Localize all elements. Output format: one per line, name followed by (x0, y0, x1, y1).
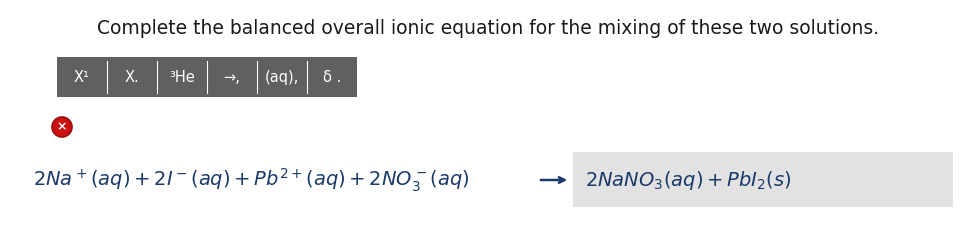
Text: $\mathit{2Na^+(aq)+2I^-(aq)+Pb^{2+}(aq)+2NO_3^-(aq)}$: $\mathit{2Na^+(aq)+2I^-(aq)+Pb^{2+}(aq)+… (33, 166, 470, 194)
Text: Complete the balanced overall ionic equation for the mixing of these two solutio: Complete the balanced overall ionic equa… (97, 19, 879, 38)
Text: ×: × (57, 120, 67, 133)
Text: X.: X. (125, 69, 140, 85)
Text: ³He: ³He (169, 69, 194, 85)
Text: $\mathit{2NaNO_3(aq)+PbI_2(s)}$: $\mathit{2NaNO_3(aq)+PbI_2(s)}$ (585, 169, 791, 191)
Circle shape (52, 117, 72, 137)
FancyBboxPatch shape (57, 57, 357, 97)
Text: (aq),: (aq), (265, 69, 299, 85)
Text: δ .: δ . (322, 69, 341, 85)
FancyBboxPatch shape (573, 152, 953, 207)
Text: →,: →, (224, 69, 240, 85)
Text: X¹: X¹ (74, 69, 90, 85)
